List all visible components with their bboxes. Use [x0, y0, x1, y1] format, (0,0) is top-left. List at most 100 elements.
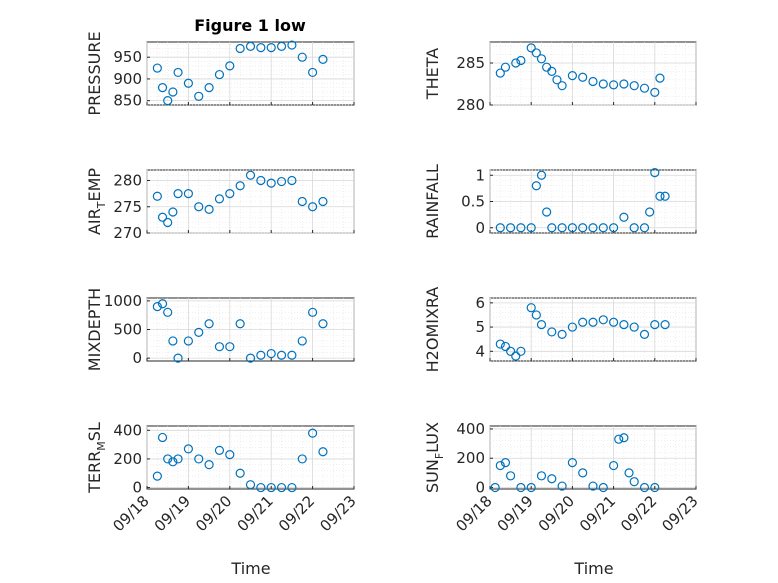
- h2omixra-data-point: [598, 315, 608, 325]
- pressure-data-point: [157, 83, 168, 93]
- mixdepth-data-point: [256, 350, 266, 360]
- theta-data-point: [655, 73, 665, 83]
- terr-msl-data-point: [173, 454, 183, 464]
- sun-flux-data-point: [490, 482, 500, 493]
- terr-msl-data-point: [168, 457, 178, 467]
- air-temp-data-point: [256, 175, 266, 186]
- mixdepth-data-point: [225, 342, 235, 352]
- air-temp-data-point: [214, 194, 225, 204]
- h2omixra-data-point: [531, 310, 541, 320]
- terr-msl-data-point: [256, 482, 266, 493]
- pressure-data-point: [168, 87, 178, 97]
- sun-flux-y-axis-label: SUNFLUX: [423, 422, 446, 493]
- air-temp-data-point: [183, 189, 193, 199]
- pressure-data-point: [235, 43, 245, 54]
- rainfall-data-point: [578, 223, 588, 233]
- theta-plot: 280 285 THETA: [423, 41, 697, 114]
- terr-msl-y-tick-label: 0: [132, 479, 142, 497]
- rainfall-data-point: [567, 223, 578, 233]
- pressure-data-point: [163, 96, 173, 106]
- terr-msl-data-point: [297, 454, 307, 464]
- sun-flux-data-point: [557, 481, 567, 491]
- sun-flux-data-point: [588, 481, 598, 491]
- x-axis-label-left: Time: [230, 559, 270, 578]
- sun-flux-y-tick-label: 400: [456, 420, 485, 438]
- rainfall-data-point: [660, 191, 670, 201]
- terr-msl-data-point: [266, 482, 276, 493]
- h2omixra-data-point: [536, 320, 547, 330]
- air-temp-data-point: [308, 202, 318, 212]
- air-temp-data-point: [163, 217, 173, 228]
- h2omixra-data-point: [660, 320, 670, 330]
- rainfall-data-point: [608, 223, 619, 233]
- theta-data-point: [536, 54, 547, 64]
- rainfall-data-point: [536, 170, 547, 180]
- terr-msl-data-point: [245, 480, 256, 490]
- mixdepth-y-tick-label: 1000: [104, 292, 142, 310]
- terr-msl-x-tick-label: 09/22: [275, 492, 318, 535]
- air-temp-data-point: [287, 175, 297, 186]
- terr-msl-y-tick-label: 400: [113, 421, 142, 439]
- sun-flux-data-point: [650, 482, 660, 493]
- theta-data-point: [588, 76, 598, 87]
- figure-title: Figure 1 low: [194, 16, 306, 35]
- pressure-data-point: [173, 67, 183, 78]
- terr-msl-data-point: [157, 432, 168, 443]
- sun-flux-data-point: [506, 471, 516, 481]
- terr-msl-data-point: [214, 445, 225, 455]
- sun-flux-data-point: [629, 477, 639, 487]
- pressure-y-tick-label: 900: [113, 70, 142, 88]
- air-temp-y-tick-label: 280: [113, 172, 142, 190]
- theta-y-tick-label: 285: [456, 54, 485, 72]
- rainfall-data-point: [619, 212, 629, 222]
- theta-data-point: [547, 66, 557, 77]
- rainfall-data-point: [547, 223, 557, 233]
- pressure-data-point: [318, 54, 328, 64]
- air-temp-data-point: [245, 170, 256, 180]
- pressure-data-point: [225, 61, 235, 71]
- rainfall-data-point: [542, 207, 552, 217]
- mixdepth-data-point: [214, 342, 225, 352]
- rainfall-data-point: [645, 207, 655, 217]
- terr-msl-data-point: [183, 444, 193, 454]
- air-temp-data-point: [276, 176, 287, 187]
- air-temp-data-point: [173, 189, 183, 199]
- sun-flux-data-point: [578, 468, 588, 478]
- air-temp-data-point: [168, 207, 178, 217]
- h2omixra-y-tick-label: 5: [475, 318, 485, 336]
- mixdepth-data-point: [308, 307, 318, 317]
- terr-msl-data-point: [194, 454, 204, 464]
- theta-data-point: [639, 83, 650, 93]
- rainfall-data-point: [588, 223, 598, 233]
- air-temp-data-point: [297, 196, 307, 207]
- sun-flux-data-point: [619, 433, 629, 443]
- sun-flux-x-tick-label: 09/23: [658, 492, 701, 535]
- sun-flux-data-point: [567, 458, 578, 468]
- sun-flux-data-point: [516, 482, 526, 493]
- theta-y-tick-label: 280: [456, 96, 485, 114]
- theta-data-point: [531, 48, 541, 58]
- mixdepth-data-point: [235, 319, 245, 329]
- terr-msl-data-point: [318, 447, 328, 457]
- air-temp-y-axis-label: AIRTEMP: [85, 168, 108, 235]
- sun-flux-data-point: [614, 434, 624, 444]
- rainfall-plot: 0 0.5 1 RAINFALL: [423, 164, 697, 239]
- pressure-data-point: [297, 52, 307, 62]
- h2omixra-data-point: [629, 322, 639, 332]
- pressure-data-point: [308, 67, 318, 78]
- theta-data-point: [516, 55, 526, 66]
- sun-flux-data-point: [536, 471, 547, 481]
- h2omixra-data-point: [650, 320, 660, 330]
- rainfall-y-tick-label: 0: [475, 219, 485, 237]
- mixdepth-y-axis-label: MIXDEPTH: [85, 288, 104, 371]
- air-temp-y-tick-label: 270: [113, 224, 142, 242]
- h2omixra-data-point: [516, 346, 526, 356]
- h2omixra-data-point: [567, 322, 578, 332]
- theta-data-point: [629, 81, 639, 91]
- rainfall-data-point: [506, 223, 516, 233]
- terr-msl-data-point: [204, 460, 214, 470]
